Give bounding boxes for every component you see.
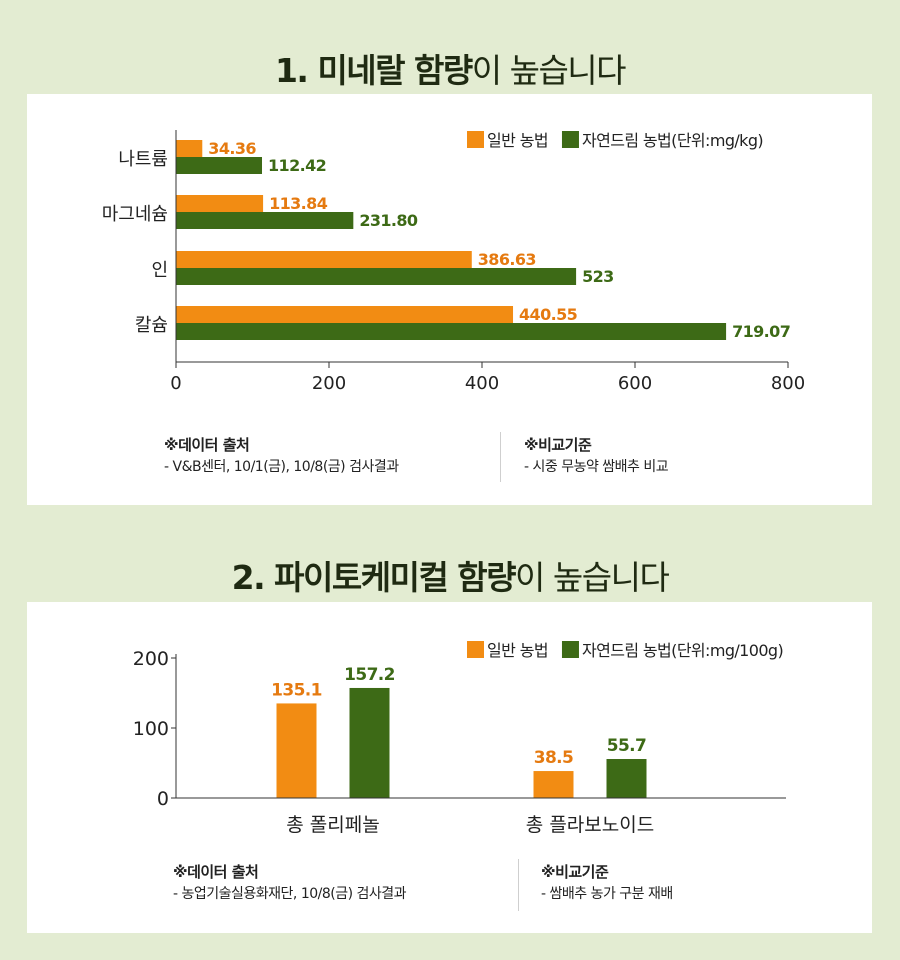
data-label: 386.63 bbox=[478, 250, 536, 269]
mineral-chart-panel: 34.36 112.42 113.84 231.80 386.63 523 440.55 71… bbox=[27, 94, 872, 505]
phytochemical-chart-panel: 135.1 157.2 38.5 55.7 총 폴리페놀 총 플라보노이드 0 100 200… bbox=[27, 602, 872, 933]
data-label: 34.36 bbox=[208, 139, 256, 158]
y-tick-label: 0 bbox=[157, 788, 169, 810]
data-source-heading-2: ※데이터 출처 bbox=[173, 863, 259, 881]
data-label: 55.7 bbox=[607, 736, 647, 756]
bar-conventional bbox=[276, 703, 317, 798]
section1-title: 1. 미네랄 함량이 높습니다 bbox=[274, 51, 627, 90]
data-label: 135.1 bbox=[271, 680, 322, 700]
bar-conventional bbox=[176, 306, 514, 323]
category-label: 나트륨 bbox=[118, 149, 168, 170]
data-label: 231.80 bbox=[359, 211, 418, 230]
y-tick-label: 200 bbox=[133, 648, 169, 670]
bar-natural bbox=[176, 268, 577, 285]
comparison-criteria-note: ※비교기준 - 시중 무농약 쌈배추 비교 bbox=[524, 434, 669, 478]
bar-conventional bbox=[176, 195, 264, 212]
comparison-criteria-note-2: ※비교기준 - 쌈배추 농가 구분 재배 bbox=[541, 861, 673, 905]
data-label: 523 bbox=[582, 267, 614, 286]
section2-title: 2. 파이토케미컬 함량이 높습니다 bbox=[231, 558, 670, 597]
data-label: 112.42 bbox=[268, 156, 326, 175]
x-tick-label: 0 bbox=[170, 373, 181, 394]
comparison-criteria-heading-2: ※비교기준 bbox=[541, 863, 609, 881]
data-source-note: ※데이터 출처 - V&B센터, 10/1(금), 10/8(금) 검사결과 bbox=[164, 434, 399, 478]
y-tick-label: 100 bbox=[133, 718, 169, 740]
legend-label-1: 일반 농법 bbox=[487, 641, 548, 660]
comparison-criteria-text-2: - 쌈배추 농가 구분 재배 bbox=[541, 886, 673, 902]
x-tick-label: 600 bbox=[618, 373, 652, 394]
data-source-text: - V&B센터, 10/1(금), 10/8(금) 검사결과 bbox=[164, 459, 399, 475]
data-label: 113.84 bbox=[269, 194, 328, 213]
notes-divider-2 bbox=[518, 859, 519, 911]
bar-natural bbox=[606, 759, 647, 798]
category-label: 총 플라보노이드 bbox=[526, 814, 654, 836]
data-source-heading: ※데이터 출처 bbox=[164, 436, 250, 454]
bar-conventional bbox=[176, 140, 203, 157]
bar-conventional bbox=[533, 771, 574, 798]
category-label: 총 폴리페놀 bbox=[286, 814, 379, 836]
x-tick-label: 200 bbox=[312, 373, 346, 394]
x-tick-label: 800 bbox=[771, 373, 805, 394]
data-source-note-2: ※데이터 출처 - 농업기술실용화재단, 10/8(금) 검사결과 bbox=[173, 861, 407, 905]
data-label: 440.55 bbox=[519, 305, 578, 324]
category-label: 칼슘 bbox=[135, 315, 168, 336]
data-source-text-2: - 농업기술실용화재단, 10/8(금) 검사결과 bbox=[173, 886, 407, 902]
phytochemical-bar-chart: 135.1 157.2 38.5 55.7 총 폴리페놀 총 플라보노이드 0 100 200… bbox=[133, 641, 786, 836]
category-label: 마그네슘 bbox=[102, 204, 168, 225]
bar-natural bbox=[176, 323, 727, 340]
legend-swatch-1 bbox=[467, 641, 484, 658]
legend-swatch-1 bbox=[467, 131, 484, 148]
notes-divider bbox=[500, 432, 501, 482]
data-label: 157.2 bbox=[344, 665, 395, 685]
legend-swatch-2 bbox=[561, 131, 579, 148]
legend-label-2: 자연드림 농법(단위:mg/100g) bbox=[582, 641, 783, 660]
data-label: 38.5 bbox=[534, 748, 574, 768]
bar-conventional bbox=[176, 251, 472, 268]
bar-natural bbox=[176, 212, 354, 229]
legend-label-1: 일반 농법 bbox=[487, 131, 548, 150]
legend-label-2: 자연드림 농법(단위:mg/kg) bbox=[582, 131, 763, 150]
legend-swatch-2 bbox=[561, 641, 579, 658]
category-label: 인 bbox=[151, 260, 168, 281]
data-label: 719.07 bbox=[732, 322, 790, 341]
bar-natural bbox=[176, 157, 263, 174]
comparison-criteria-text: - 시중 무농약 쌈배추 비교 bbox=[524, 459, 669, 475]
bar-natural bbox=[349, 687, 390, 798]
comparison-criteria-heading: ※비교기준 bbox=[524, 436, 592, 454]
x-tick-label: 400 bbox=[465, 373, 499, 394]
